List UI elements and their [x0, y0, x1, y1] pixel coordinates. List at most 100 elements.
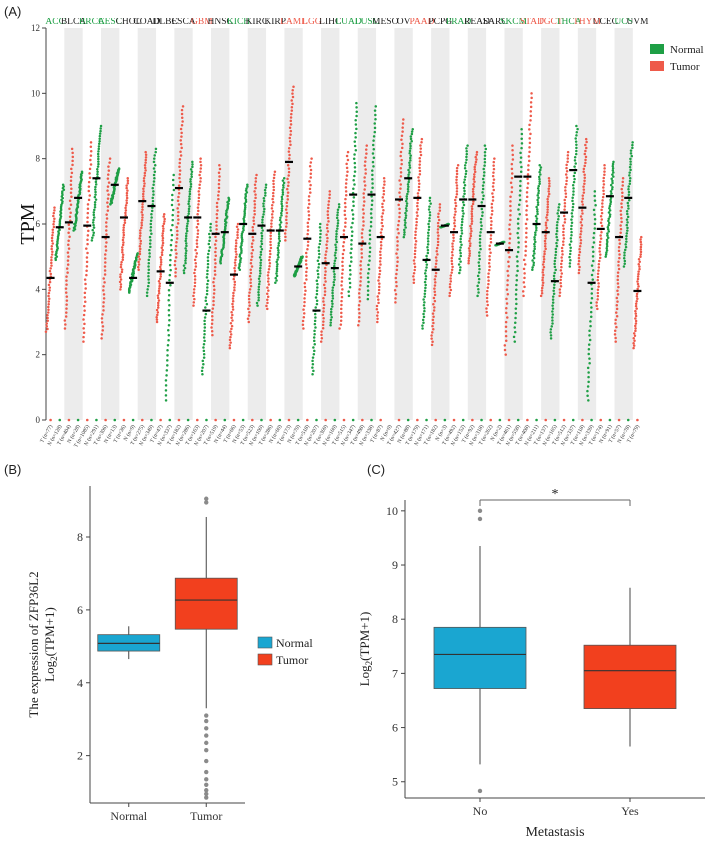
data-dot — [91, 228, 94, 232]
data-dot — [343, 213, 347, 217]
data-dot — [586, 389, 589, 393]
data-dot — [276, 246, 280, 250]
data-dot — [366, 276, 370, 279]
data-dot — [508, 227, 511, 231]
data-dot — [332, 281, 335, 284]
data-dot — [367, 267, 371, 271]
data-dot — [363, 164, 367, 167]
data-dot — [464, 161, 468, 164]
data-dot — [122, 233, 126, 237]
data-dot — [166, 349, 169, 352]
data-dot — [368, 229, 372, 232]
data-dot — [217, 186, 221, 190]
data-dot — [425, 266, 428, 269]
data-dot — [241, 230, 244, 234]
data-dot — [323, 273, 327, 277]
data-dot — [188, 197, 191, 201]
data-dot — [369, 212, 373, 215]
data-dot — [174, 267, 178, 270]
data-dot — [172, 188, 176, 192]
data-dot — [540, 286, 544, 290]
data-dot — [547, 177, 551, 180]
box-yes — [583, 644, 677, 710]
data-dot — [288, 140, 292, 143]
data-dot — [618, 242, 622, 245]
data-dot — [163, 220, 166, 223]
data-dot — [517, 245, 520, 249]
data-dot — [506, 316, 509, 319]
data-dot — [570, 218, 573, 221]
data-dot — [212, 280, 215, 284]
data-dot — [180, 131, 183, 135]
data-dot — [357, 324, 360, 327]
data-dot — [50, 247, 53, 251]
data-dot — [282, 177, 286, 180]
data-dot — [483, 164, 486, 167]
data-dot — [335, 240, 339, 244]
data-dot — [519, 189, 522, 192]
data-dot — [599, 234, 602, 237]
data-dot — [303, 281, 307, 285]
data-dot — [583, 179, 586, 182]
data-dot — [398, 215, 401, 219]
data-dot — [406, 190, 410, 193]
data-dot — [631, 143, 634, 147]
data-dot — [632, 346, 635, 350]
data-dot — [159, 418, 162, 422]
data-dot — [406, 192, 409, 196]
data-dot — [404, 207, 408, 210]
data-dot — [568, 252, 572, 256]
data-dot — [254, 193, 257, 196]
data-dot — [323, 286, 327, 290]
data-dot — [590, 296, 594, 300]
data-dot — [477, 261, 481, 264]
data-dot — [238, 262, 241, 266]
data-dot — [354, 123, 358, 126]
data-dot — [506, 269, 509, 273]
data-dot — [233, 261, 237, 264]
data-dot — [82, 335, 85, 339]
data-dot — [240, 236, 244, 239]
data-dot — [260, 248, 264, 251]
data-dot — [340, 280, 344, 283]
data-dot — [252, 216, 256, 219]
data-dot — [147, 261, 151, 265]
data-dot — [533, 238, 536, 241]
data-dot — [202, 352, 206, 356]
data-dot — [278, 223, 282, 226]
data-dot — [538, 180, 541, 183]
data-dot — [157, 280, 161, 283]
data-dot — [533, 242, 536, 246]
data-dot — [102, 277, 105, 280]
data-dot — [414, 240, 418, 243]
y-axis-title: TPM — [17, 203, 39, 244]
data-dot — [572, 174, 576, 178]
data-dot — [564, 192, 568, 195]
data-dot — [267, 277, 270, 280]
data-dot — [611, 179, 614, 183]
data-dot — [126, 189, 129, 192]
data-dot — [518, 194, 522, 197]
data-dot — [468, 249, 471, 253]
data-dot — [340, 292, 343, 295]
data-dot — [257, 285, 261, 289]
data-dot — [551, 313, 555, 316]
data-dot — [305, 278, 308, 281]
data-dot — [161, 236, 165, 240]
cancer-label-tgct: TGCT — [538, 18, 563, 27]
data-dot — [189, 185, 193, 188]
data-dot — [122, 228, 125, 232]
data-dot — [188, 190, 192, 193]
data-dot — [198, 183, 201, 187]
data-dot — [422, 312, 425, 316]
data-dot — [284, 225, 288, 228]
y-tick-label: 2 — [36, 350, 41, 360]
data-dot — [52, 225, 56, 229]
data-dot — [619, 209, 622, 213]
data-dot — [470, 222, 473, 225]
data-dot — [303, 300, 306, 304]
data-dot — [340, 276, 344, 279]
data-dot — [66, 271, 69, 274]
data-dot — [233, 269, 237, 273]
data-dot — [611, 185, 614, 189]
